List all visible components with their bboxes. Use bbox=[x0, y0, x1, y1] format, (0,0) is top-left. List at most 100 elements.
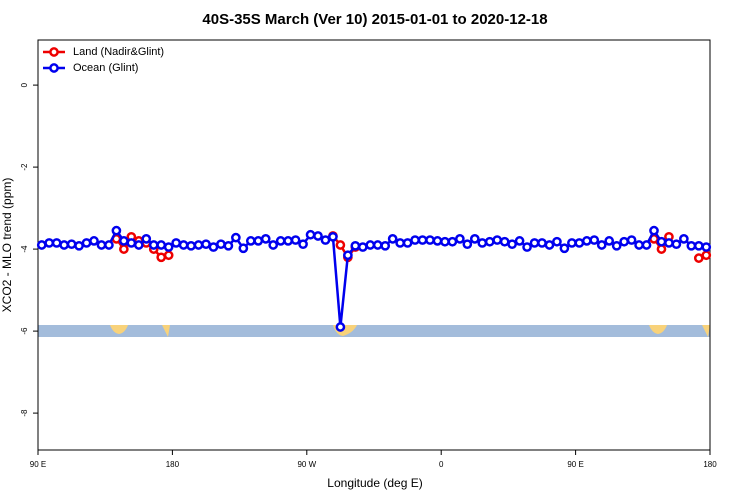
point bbox=[701, 250, 712, 261]
point bbox=[604, 236, 615, 246]
point bbox=[596, 240, 607, 250]
point bbox=[290, 235, 301, 245]
point bbox=[335, 240, 346, 250]
x-tick-label: 90 E bbox=[567, 460, 583, 469]
point bbox=[559, 243, 570, 254]
point bbox=[260, 234, 271, 244]
point bbox=[581, 236, 592, 246]
point bbox=[552, 236, 562, 247]
x-tick-label: 0 bbox=[439, 460, 444, 469]
point bbox=[36, 240, 47, 250]
point bbox=[649, 225, 659, 236]
point bbox=[656, 244, 667, 254]
x-tick-label: 90 W bbox=[297, 460, 316, 469]
x-tick-label: 180 bbox=[703, 460, 717, 469]
point bbox=[268, 240, 279, 250]
point bbox=[141, 234, 152, 244]
point bbox=[589, 235, 600, 245]
point bbox=[163, 250, 174, 261]
point bbox=[201, 239, 211, 250]
legend-label: Land (Nadir&Glint) bbox=[73, 46, 164, 58]
point bbox=[537, 238, 547, 248]
point bbox=[410, 235, 420, 245]
y-tick-label: -6 bbox=[20, 327, 29, 335]
point bbox=[514, 236, 525, 246]
point bbox=[372, 240, 383, 250]
y-tick-label: -2 bbox=[20, 163, 29, 171]
point bbox=[641, 240, 652, 250]
point bbox=[328, 231, 338, 242]
point bbox=[611, 240, 622, 251]
point bbox=[402, 238, 413, 248]
x-tick-label: 90 E bbox=[30, 460, 46, 469]
point bbox=[499, 236, 510, 247]
point bbox=[387, 234, 398, 244]
point bbox=[313, 231, 323, 241]
point bbox=[350, 240, 361, 251]
point bbox=[178, 240, 189, 250]
point bbox=[51, 238, 62, 248]
point bbox=[455, 234, 465, 244]
point bbox=[283, 236, 293, 246]
point bbox=[462, 239, 473, 250]
point bbox=[59, 240, 69, 250]
point bbox=[417, 235, 428, 245]
point bbox=[477, 238, 488, 248]
point bbox=[447, 236, 458, 247]
chart-title: 40S-35S March (Ver 10) 2015-01-01 to 202… bbox=[202, 11, 547, 28]
point bbox=[365, 240, 376, 250]
point bbox=[171, 238, 181, 248]
point bbox=[686, 240, 697, 251]
point bbox=[223, 240, 234, 251]
point bbox=[440, 236, 450, 247]
legend-label: Ocean (Glint) bbox=[73, 62, 138, 74]
point bbox=[186, 240, 196, 251]
point bbox=[96, 240, 107, 250]
point bbox=[66, 239, 77, 250]
legend-marker bbox=[49, 47, 59, 57]
point bbox=[357, 242, 368, 252]
point bbox=[343, 250, 353, 261]
point bbox=[634, 240, 644, 250]
point bbox=[693, 240, 704, 251]
point bbox=[44, 238, 55, 248]
point bbox=[656, 236, 667, 247]
y-tick-label: -8 bbox=[20, 409, 29, 417]
point bbox=[133, 240, 144, 250]
point bbox=[664, 238, 674, 248]
point bbox=[245, 236, 256, 246]
point bbox=[275, 236, 286, 246]
point bbox=[231, 232, 241, 243]
point bbox=[320, 235, 331, 245]
point bbox=[193, 240, 204, 250]
point bbox=[432, 236, 443, 246]
point bbox=[81, 238, 92, 248]
point bbox=[119, 236, 129, 246]
point bbox=[104, 240, 114, 250]
point bbox=[693, 253, 704, 263]
point bbox=[567, 238, 577, 248]
point bbox=[119, 244, 129, 254]
point bbox=[544, 240, 555, 250]
point bbox=[111, 225, 122, 236]
x-tick-label: 180 bbox=[166, 460, 180, 469]
point bbox=[126, 238, 137, 248]
point bbox=[671, 239, 682, 250]
point bbox=[148, 240, 159, 250]
point bbox=[529, 238, 540, 248]
point bbox=[208, 242, 219, 252]
map-strip bbox=[38, 325, 710, 337]
point bbox=[163, 242, 174, 252]
point bbox=[89, 236, 99, 246]
point bbox=[380, 240, 391, 251]
point bbox=[574, 238, 585, 248]
legend-marker bbox=[49, 63, 59, 73]
point bbox=[216, 239, 226, 250]
point bbox=[238, 243, 249, 254]
point bbox=[626, 235, 637, 245]
y-axis-label: XCO2 - MLO trend (ppm) bbox=[0, 178, 14, 313]
point bbox=[74, 240, 84, 251]
point bbox=[425, 235, 435, 245]
point bbox=[335, 322, 346, 332]
